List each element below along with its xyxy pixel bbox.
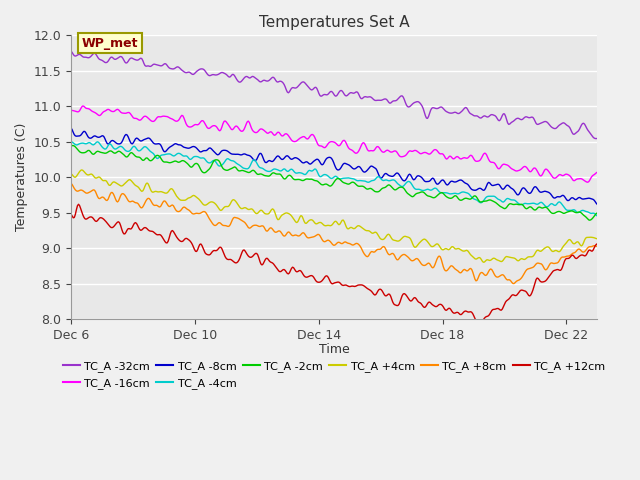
- X-axis label: Time: Time: [319, 343, 349, 356]
- Title: Temperatures Set A: Temperatures Set A: [259, 15, 410, 30]
- Text: WP_met: WP_met: [82, 36, 138, 50]
- Legend: TC_A -32cm, TC_A -16cm, TC_A -8cm, TC_A -4cm, TC_A -2cm, TC_A +4cm, TC_A +8cm, T: TC_A -32cm, TC_A -16cm, TC_A -8cm, TC_A …: [58, 357, 610, 393]
- Y-axis label: Temperatures (C): Temperatures (C): [15, 123, 28, 231]
